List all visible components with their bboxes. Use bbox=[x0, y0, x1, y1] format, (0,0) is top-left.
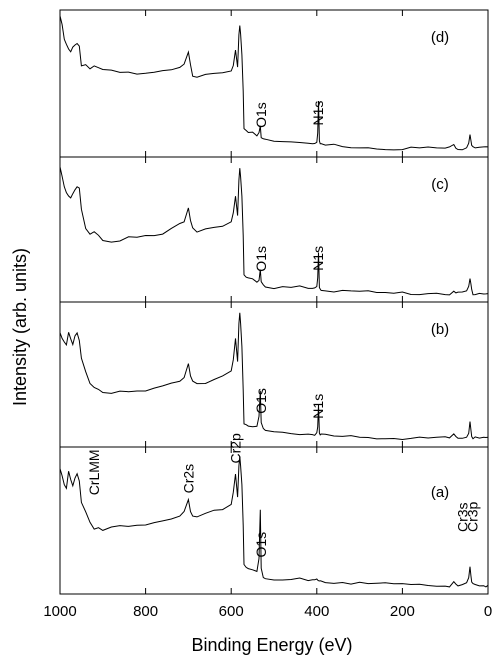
x-tick-label: 0 bbox=[484, 603, 492, 620]
x-tick-label: 600 bbox=[219, 603, 244, 620]
peak-label-cr3p: Cr3p bbox=[465, 501, 481, 532]
panel-label: (a) bbox=[431, 484, 449, 501]
x-tick-label: 400 bbox=[304, 603, 329, 620]
panel-label: (b) bbox=[431, 321, 449, 338]
peak-label-o1s: O1s bbox=[253, 532, 269, 558]
x-axis-title: Binding Energy (eV) bbox=[191, 635, 352, 655]
peak-label-crlmm: CrLMM bbox=[86, 449, 102, 495]
x-axis: 1000 800 600 400 200 0 bbox=[43, 603, 492, 620]
peak-label-cr2p: Cr2p bbox=[228, 433, 244, 464]
panel-label: (c) bbox=[431, 176, 449, 193]
peak-label-o1s: O1s bbox=[253, 246, 269, 272]
peak-label-cr3s: Cr3s bbox=[454, 502, 470, 532]
peak-label-n1s: N1s bbox=[310, 101, 326, 126]
spectrum-line bbox=[59, 166, 489, 296]
peak-label-o1s: O1s bbox=[253, 388, 269, 414]
panel-label: (d) bbox=[431, 29, 449, 46]
x-tick-label: 200 bbox=[390, 603, 415, 620]
spectrum-line bbox=[59, 15, 489, 151]
panels: (d) O1s N1s (c) O1s N1s (b) O1s N1s (a) CrLMM Cr2s C… bbox=[59, 9, 489, 595]
spectrum-line bbox=[59, 312, 489, 441]
peak-label-cr2s: Cr2s bbox=[180, 464, 196, 494]
y-axis-title: Intensity (arb. units) bbox=[10, 248, 30, 406]
x-tick-label: 800 bbox=[133, 603, 158, 620]
peak-label-n1s: N1s bbox=[310, 394, 326, 419]
peak-label-n1s: N1s bbox=[310, 246, 326, 271]
spectrum-line bbox=[59, 456, 489, 588]
x-tick-label: 1000 bbox=[43, 603, 76, 620]
peak-label-o1s: O1s bbox=[253, 102, 269, 128]
panel-frame bbox=[59, 446, 489, 595]
